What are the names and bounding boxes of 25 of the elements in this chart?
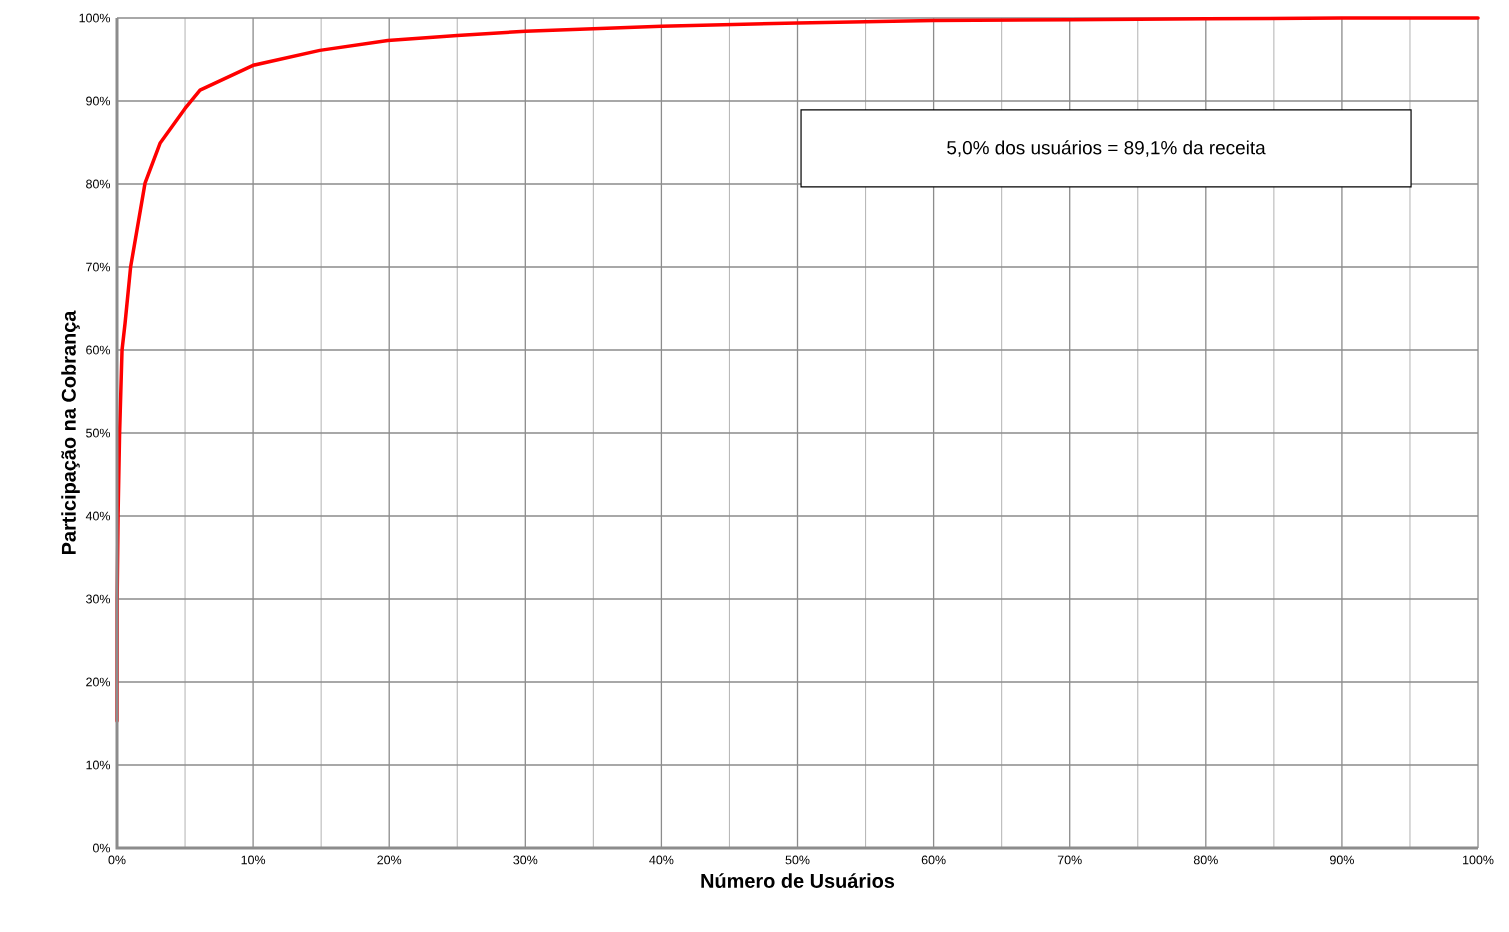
x-tick-label: 40% xyxy=(649,855,674,865)
x-tick-label: 70% xyxy=(1057,855,1082,865)
x-tick-label: 90% xyxy=(1330,855,1354,865)
x-tick-label: 60% xyxy=(921,855,946,865)
y-tick-label: 90% xyxy=(86,96,111,106)
y-tick-label: 20% xyxy=(86,677,111,687)
x-tick-label: 30% xyxy=(513,855,538,865)
y-tick-label: 60% xyxy=(86,345,111,355)
y-tick-label: 50% xyxy=(86,428,111,438)
y-tick-label: 70% xyxy=(86,262,111,272)
x-tick-label: 100% xyxy=(1463,855,1494,865)
x-tick-label: 50% xyxy=(785,855,810,865)
y-tick-label: 80% xyxy=(86,179,111,189)
y-tick-label: 40% xyxy=(85,511,111,521)
annotation: 5,0% dos usuários = 89,1% da receita xyxy=(947,140,1266,157)
y-tick-label: 10% xyxy=(86,760,111,770)
x-tick-label: 10% xyxy=(241,855,266,865)
x-tick-label: 0% xyxy=(108,855,126,865)
x-tick-label: 20% xyxy=(377,855,402,865)
y-axis-title: Participação na Cobrança xyxy=(61,310,80,555)
y-tick-label: 30% xyxy=(86,594,111,604)
x-axis-title: Número de Usuários xyxy=(701,873,895,888)
y-tick-label: 100% xyxy=(79,13,111,23)
x-tick-label: 80% xyxy=(1193,855,1218,865)
y-tick-label: 0% xyxy=(92,843,111,853)
